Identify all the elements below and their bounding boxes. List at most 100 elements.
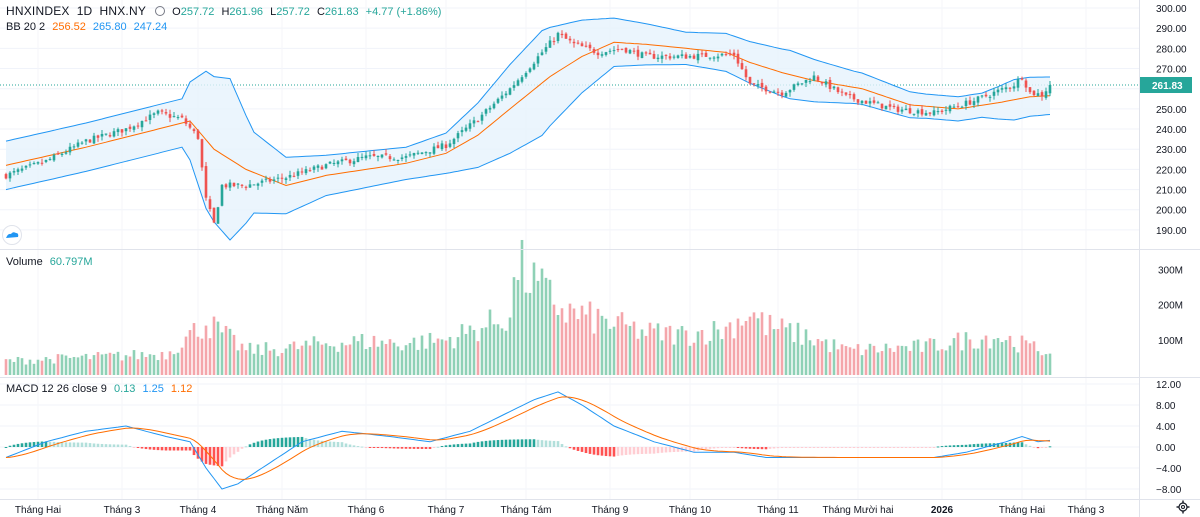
symbol-interval[interactable]: 1D bbox=[76, 4, 93, 18]
time-axis[interactable]: Tháng Hai Tháng 3 Tháng 4 Tháng Năm Tháng 6 T… bbox=[15, 505, 1105, 516]
bb-lower-value: 247.24 bbox=[133, 21, 168, 33]
macd-hist-bar bbox=[500, 439, 504, 447]
volume-bar bbox=[36, 359, 40, 375]
candle-body bbox=[584, 45, 588, 47]
macd-hist-bar bbox=[312, 439, 316, 447]
price-tick-label: 220.00 bbox=[1156, 165, 1187, 176]
candle-body bbox=[292, 175, 296, 177]
macd-hist-bar bbox=[788, 447, 792, 448]
volume-bar bbox=[1024, 340, 1028, 375]
macd-hist-bar bbox=[296, 437, 300, 447]
macd-line bbox=[5, 391, 1051, 490]
price-axis[interactable]: 190.00 200.00 210.00 220.00 230.00 240.00 250.… bbox=[1140, 4, 1192, 496]
macd-hist-bar bbox=[996, 443, 1000, 447]
macd-hist-bar bbox=[648, 447, 652, 454]
volume-bar bbox=[472, 329, 476, 375]
candle-body bbox=[200, 139, 204, 168]
volume-bar bbox=[932, 338, 936, 375]
macd-hist-bar bbox=[832, 447, 836, 448]
volume-bar bbox=[340, 342, 344, 375]
macd-hist-bar bbox=[324, 441, 328, 447]
macd-hist-bar bbox=[712, 447, 716, 449]
macd-hist-bar bbox=[348, 444, 352, 447]
macd-hist-bar bbox=[1004, 443, 1008, 447]
macd-legend-label[interactable]: MACD 12 26 close 9 bbox=[6, 383, 107, 395]
candle-body bbox=[616, 49, 620, 51]
candle-body bbox=[444, 144, 448, 149]
candle-body bbox=[580, 43, 584, 47]
candle-body bbox=[920, 109, 924, 115]
volume-bar bbox=[912, 340, 916, 375]
candle-body bbox=[828, 79, 832, 89]
settings-gear-icon[interactable] bbox=[1176, 500, 1190, 514]
macd-hist-bar bbox=[532, 439, 536, 447]
bb-legend[interactable]: BB 20 2 256.52 265.80 247.24 bbox=[6, 21, 171, 33]
macd-hist-bar bbox=[1012, 442, 1016, 447]
volume-bar bbox=[700, 329, 704, 375]
volume-bar bbox=[592, 333, 596, 375]
macd-hist-bar bbox=[276, 438, 280, 447]
volume-bar bbox=[404, 345, 408, 375]
symbol-exchange[interactable]: HNX.NY bbox=[99, 4, 147, 18]
volume-bar bbox=[280, 353, 284, 375]
volume-bar bbox=[324, 343, 328, 375]
symbol-header[interactable]: HNXINDEX 1D HNX.NY O257.72 H261.96 L257.… bbox=[6, 4, 445, 18]
macd-hist-bar bbox=[164, 447, 168, 451]
candle-body bbox=[32, 163, 36, 165]
pane-divider-volume[interactable] bbox=[0, 249, 1200, 250]
volume-legend-label[interactable]: Volume bbox=[6, 256, 43, 268]
candle-body bbox=[640, 52, 644, 59]
volume-bar bbox=[964, 332, 968, 375]
candle-body bbox=[316, 165, 320, 168]
volume-bar bbox=[864, 349, 868, 375]
candle-body bbox=[500, 95, 504, 99]
macd-hist-bar bbox=[432, 447, 436, 448]
macd-hist-bar bbox=[928, 447, 932, 448]
candle-body bbox=[484, 109, 488, 114]
volume-bar bbox=[900, 345, 904, 375]
volume-legend[interactable]: Volume 60.797M bbox=[6, 256, 97, 268]
macd-hist-bar bbox=[524, 439, 528, 447]
macd-hist-bar bbox=[716, 447, 720, 449]
volume-bar bbox=[704, 344, 708, 375]
volume-bar bbox=[680, 326, 684, 375]
volume-bar bbox=[220, 332, 224, 375]
volume-bar bbox=[76, 357, 80, 375]
volume-series bbox=[4, 239, 1052, 375]
volume-bar bbox=[1040, 355, 1044, 375]
volume-bar bbox=[732, 338, 736, 375]
candle-body bbox=[460, 130, 464, 133]
macd-hist-bar bbox=[204, 447, 208, 464]
candle-body bbox=[308, 170, 312, 172]
volume-bar bbox=[708, 340, 712, 375]
macd-hist-bar bbox=[520, 439, 524, 447]
macd-hist-bar bbox=[912, 447, 916, 448]
candle-body bbox=[260, 180, 264, 183]
macd-hist-bar bbox=[356, 446, 360, 448]
volume-bar bbox=[452, 348, 456, 375]
macd-hist-bar bbox=[188, 447, 192, 451]
time-tick-label: Tháng 9 bbox=[592, 505, 629, 516]
macd-tick-label: 4.00 bbox=[1156, 422, 1176, 433]
candle-body bbox=[524, 73, 528, 77]
pane-divider-macd[interactable] bbox=[0, 377, 1200, 378]
symbol-name[interactable]: HNXINDEX bbox=[6, 4, 70, 18]
tradingview-logo-icon[interactable] bbox=[2, 225, 22, 245]
candle-body bbox=[404, 156, 408, 158]
candle-body bbox=[888, 104, 892, 107]
macd-hist-bar bbox=[332, 441, 336, 447]
volume-bar bbox=[924, 341, 928, 375]
candle-body bbox=[1016, 79, 1020, 88]
volume-bar bbox=[224, 325, 228, 375]
candle-body bbox=[576, 42, 580, 44]
macd-hist-bar bbox=[820, 447, 824, 448]
bb-legend-label[interactable]: BB 20 2 bbox=[6, 21, 46, 33]
macd-hist-bar bbox=[656, 447, 660, 454]
volume-bar bbox=[488, 309, 492, 375]
bb-upper-value: 265.80 bbox=[92, 21, 127, 33]
volume-bar bbox=[168, 351, 172, 375]
macd-hist-bar bbox=[144, 447, 148, 450]
macd-legend[interactable]: MACD 12 26 close 9 0.13 1.25 1.12 bbox=[6, 383, 196, 395]
candle-body bbox=[96, 135, 100, 138]
